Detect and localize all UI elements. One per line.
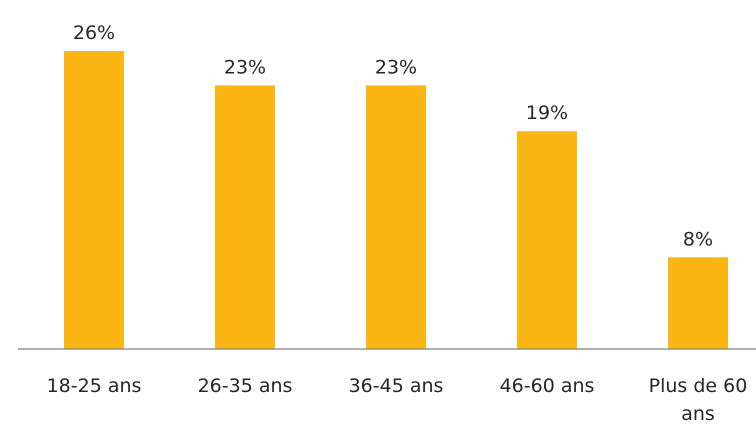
- bar-4: [517, 131, 577, 349]
- x-tick-label-4-line-1: 46-60 ans: [500, 375, 595, 397]
- data-labels-group: 26% 23% 23% 19% 8%: [73, 22, 713, 250]
- x-tick-label-2: 26-35 ans: [198, 375, 293, 397]
- data-label-1: 26%: [73, 22, 115, 44]
- data-label-3: 23%: [375, 56, 417, 78]
- x-tick-label-4: 46-60 ans: [500, 375, 595, 397]
- bars-group: [64, 51, 728, 349]
- x-tick-label-1-line-1: 18-25 ans: [47, 375, 142, 397]
- x-tick-label-5: Plus de 60 ans: [649, 375, 748, 425]
- x-tick-label-2-line-1: 26-35 ans: [198, 375, 293, 397]
- x-tick-label-5-line-1: Plus de 60: [649, 375, 748, 397]
- bar-3: [366, 85, 426, 349]
- bar-2: [215, 85, 275, 349]
- data-label-5: 8%: [683, 228, 713, 250]
- x-tick-label-1: 18-25 ans: [47, 375, 142, 397]
- data-label-4: 19%: [526, 102, 568, 124]
- x-tick-label-5-line-2: ans: [681, 403, 715, 425]
- x-tick-label-3-line-1: 36-45 ans: [349, 375, 444, 397]
- x-tick-labels-group: 18-25 ans 26-35 ans 36-45 ans 46-60 ans Plus…: [47, 375, 748, 425]
- bar-5: [668, 257, 728, 349]
- data-label-2: 23%: [224, 56, 266, 78]
- bar-1: [64, 51, 124, 349]
- x-tick-label-3: 36-45 ans: [349, 375, 444, 397]
